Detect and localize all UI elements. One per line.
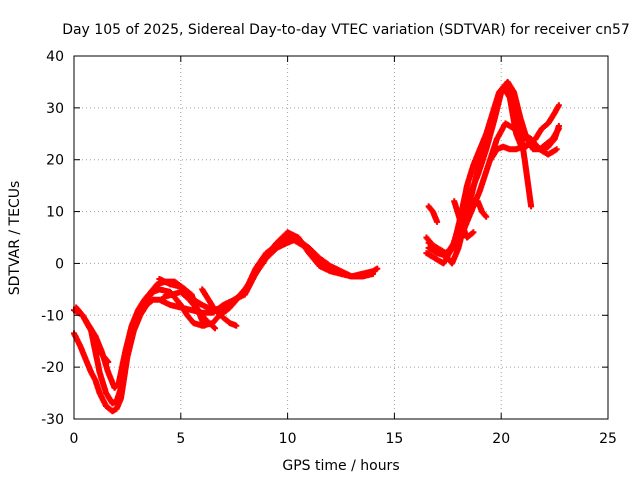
- series-track: [425, 120, 560, 257]
- data-marker-path: [487, 123, 562, 163]
- series-track: [220, 288, 246, 316]
- x-tick-label: 25: [599, 431, 617, 447]
- y-tick-label: 20: [46, 153, 64, 169]
- data-marker-path: [199, 286, 240, 329]
- y-tick-label: 30: [46, 101, 64, 117]
- data-marker-path: [474, 198, 490, 220]
- y-tick-label: -10: [41, 308, 64, 324]
- data-marker-path: [220, 288, 246, 316]
- y-tick-label: -20: [41, 360, 64, 376]
- data-marker-path: [451, 198, 477, 241]
- x-tick-label: 5: [176, 431, 185, 447]
- x-axis-label: GPS time / hours: [282, 458, 399, 474]
- x-tick-label: 15: [385, 431, 403, 447]
- y-tick-label: 40: [46, 49, 64, 65]
- tick-layer: 0 5 10 15 20 25 -30 -20 -10 0 10 20 30 40: [41, 49, 617, 447]
- plot-frame: [73, 55, 609, 420]
- data-marker-path: [160, 288, 218, 332]
- series-track: [487, 123, 562, 163]
- series-track: [425, 203, 441, 225]
- data-marker-path: [425, 120, 560, 257]
- y-tick-label: -30: [41, 412, 64, 428]
- series-track: [199, 286, 240, 329]
- x-tick-label: 10: [279, 431, 297, 447]
- grid-layer: [74, 56, 608, 419]
- series-sdtvar: [71, 78, 562, 415]
- x-tick-label: 20: [492, 431, 510, 447]
- y-tick-label: 0: [55, 256, 64, 272]
- series-track: [160, 288, 218, 332]
- data-marker-path: [425, 203, 441, 225]
- series-layer: [71, 78, 562, 415]
- x-tick-label: 0: [70, 431, 79, 447]
- chart-title: Day 105 of 2025, Sidereal Day-to-day VTE…: [62, 22, 630, 38]
- series-track: [451, 198, 477, 241]
- series-track: [92, 343, 112, 365]
- data-marker-path: [92, 343, 112, 365]
- series-track: [474, 198, 490, 220]
- y-tick-label: 10: [46, 205, 64, 221]
- y-axis-label: SDTVAR / TECUs: [7, 181, 23, 296]
